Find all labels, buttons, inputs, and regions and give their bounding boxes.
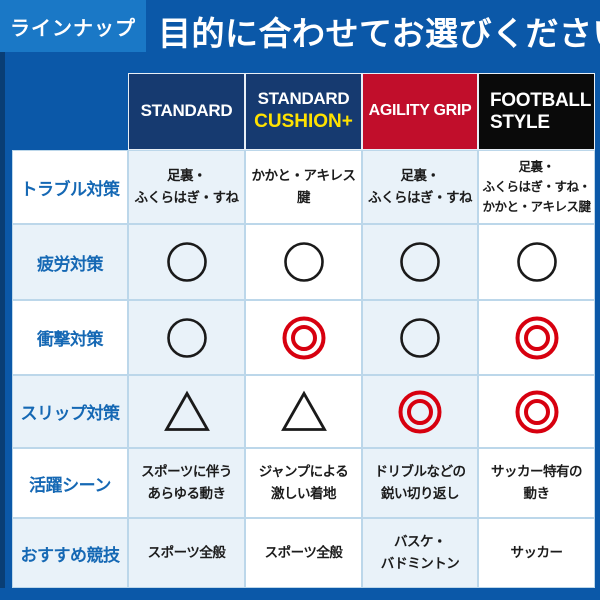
table-cell: かかと・アキレス腱 (245, 150, 362, 224)
table-cell: 足裏・ ふくらはぎ・すね (362, 150, 478, 224)
column-header-football-style: FOOTBALL STYLE (478, 73, 595, 150)
table-cell: ジャンプによる 激しい着地 (245, 448, 362, 518)
table-cell (478, 375, 595, 448)
table-cell (245, 224, 362, 300)
double-circle-icon (398, 390, 442, 433)
row-label-fatigue: 疲労対策 (12, 224, 128, 300)
table-cell: サッカー特有の 動き (478, 448, 595, 518)
table-corner-spacer (12, 73, 128, 150)
table-cell: スポーツ全般 (128, 518, 245, 588)
table-cell: 足裏・ ふくらはぎ・すね (128, 150, 245, 224)
row-label-trouble: トラブル対策 (12, 150, 128, 224)
table-cell: スポーツ全般 (245, 518, 362, 588)
column-subtitle: CUSHION+ (254, 111, 353, 133)
table-cell (362, 375, 478, 448)
lineup-badge: ラインナップ (0, 0, 146, 52)
column-title: AGILITY GRIP (368, 102, 472, 120)
table-cell (245, 375, 362, 448)
column-header-agility-grip: AGILITY GRIP (362, 73, 478, 150)
row-label-slip: スリップ対策 (12, 375, 128, 448)
circle-icon (166, 317, 207, 358)
column-title: FOOTBALL STYLE (490, 90, 592, 133)
double-circle-icon (515, 316, 558, 359)
table-cell: ドリブルなどの 鋭い切り返し (362, 448, 478, 518)
lineup-badge-label: ラインナップ (10, 17, 136, 40)
table-cell (362, 224, 478, 300)
table-cell: スポーツに伴う あらゆる動き (128, 448, 245, 518)
column-title: STANDARD (257, 89, 350, 109)
double-circle-icon (282, 316, 325, 359)
comparison-table: STANDARD STANDARD CUSHION+ AGILITY GRIP … (12, 73, 595, 588)
triangle-icon (164, 391, 209, 431)
column-title: STANDARD (140, 101, 233, 121)
table-cell (245, 300, 362, 375)
column-header-standard-cushion: STANDARD CUSHION+ (245, 73, 362, 150)
circle-icon (283, 242, 324, 282)
table-cell: 足裏・ ふくらはぎ・すね・ かかと・アキレス腱 (478, 150, 595, 224)
table-cell: バスケ・ バドミントン (362, 518, 478, 588)
table-cell (478, 224, 595, 300)
triangle-icon (281, 391, 326, 431)
row-label-recommended: おすすめ競技 (12, 518, 128, 588)
circle-icon (166, 242, 207, 282)
page-title-text: 目的に合わせてお選びください (158, 15, 600, 52)
table-cell (362, 300, 478, 375)
circle-icon (400, 242, 440, 282)
table-cell (128, 300, 245, 375)
column-header-standard: STANDARD (128, 73, 245, 150)
table-cell (478, 300, 595, 375)
row-label-scene: 活躍シーン (12, 448, 128, 518)
table-cell (128, 224, 245, 300)
circle-icon (516, 242, 557, 282)
row-label-shock: 衝撃対策 (12, 300, 128, 375)
circle-icon (400, 317, 440, 358)
left-edge-accent (0, 52, 5, 588)
table-cell (128, 375, 245, 448)
double-circle-icon (515, 390, 558, 433)
table-cell: サッカー (478, 518, 595, 588)
page-title: 目的に合わせてお選びください (158, 0, 600, 62)
